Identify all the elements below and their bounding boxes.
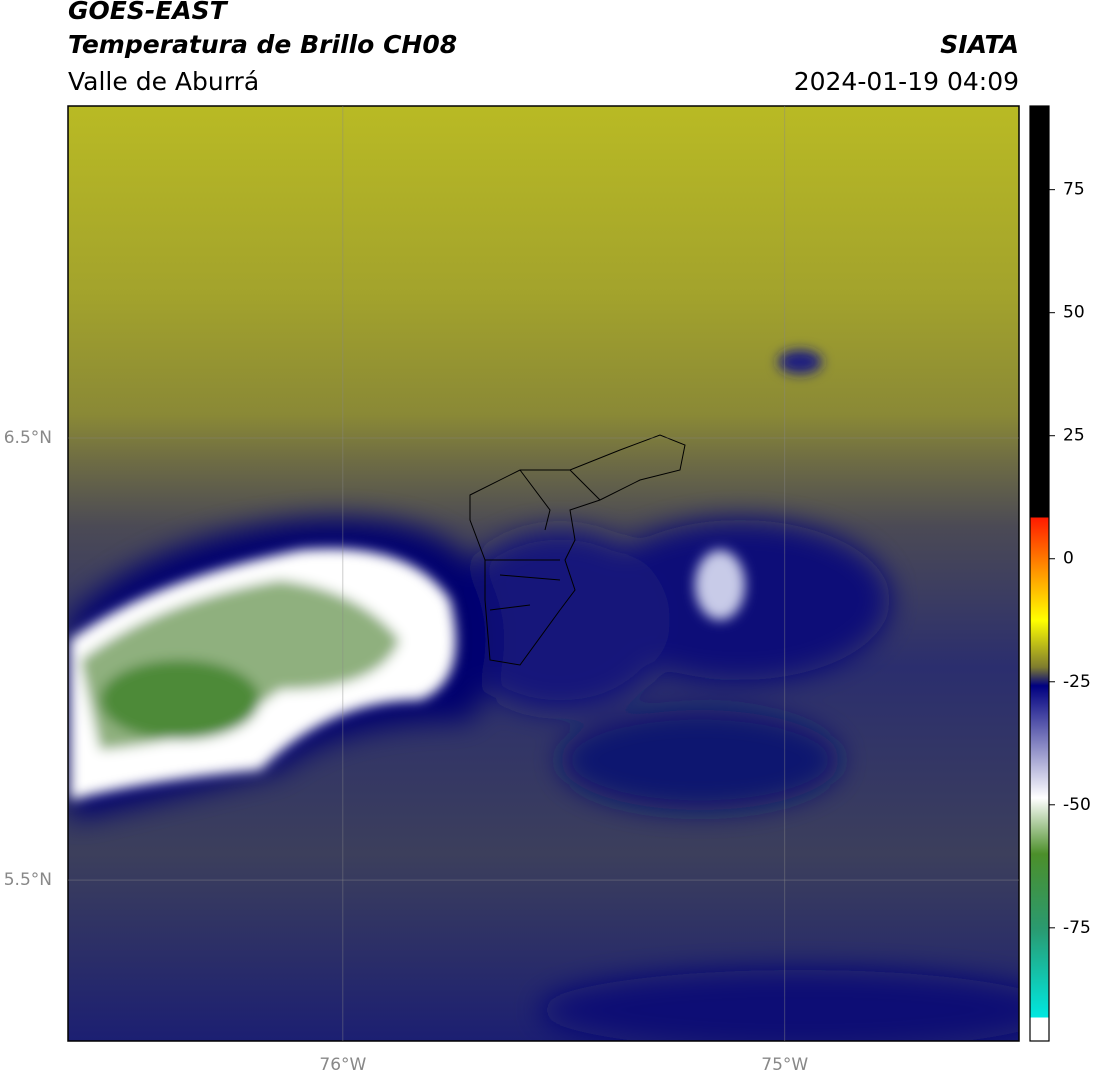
region: Valle de Aburrá bbox=[68, 67, 259, 96]
colorbar-tick-label: 25 bbox=[1063, 426, 1085, 446]
source: SIATA bbox=[940, 30, 1019, 59]
datetime: 2024-01-19 04:09 bbox=[794, 67, 1019, 96]
satellite-image bbox=[68, 106, 1019, 1041]
x-tick-label: 76°W bbox=[319, 1055, 366, 1075]
colorbar-tick-label: -75 bbox=[1063, 918, 1091, 938]
colorbar-tick-label: -50 bbox=[1063, 795, 1091, 815]
map-frame bbox=[67, 105, 1020, 1042]
subtitle: Temperatura de Brillo CH08 bbox=[68, 30, 457, 59]
y-tick-label: 5.5°N bbox=[4, 870, 52, 890]
colorbar-tick-label: 75 bbox=[1063, 180, 1085, 200]
colorbar-tick-label: 0 bbox=[1063, 549, 1074, 569]
x-tick-label: 75°W bbox=[761, 1055, 808, 1075]
y-tick-label: 6.5°N bbox=[4, 428, 52, 448]
title: GOES-EAST bbox=[68, 0, 229, 25]
colorbar-tick-label: -25 bbox=[1063, 672, 1091, 692]
colorbar bbox=[1029, 105, 1050, 1042]
colorbar-tick-label: 50 bbox=[1063, 303, 1085, 323]
